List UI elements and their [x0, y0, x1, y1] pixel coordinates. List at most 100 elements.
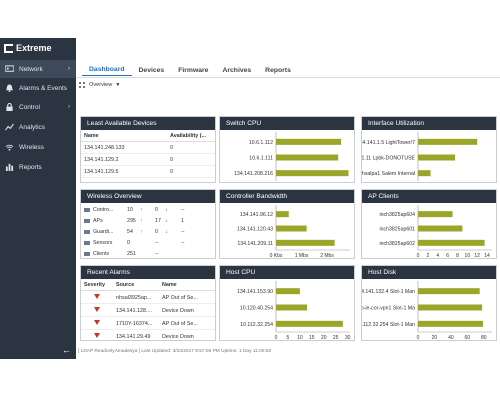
- bar[interactable]: [276, 239, 335, 246]
- bar[interactable]: [418, 170, 431, 177]
- device-type-icon: [84, 252, 90, 256]
- wireless-overview-row[interactable]: Sensors 0 -- --: [81, 238, 211, 249]
- alarm-source: 134.141.128....: [113, 303, 159, 317]
- widget-title: Host Disk: [362, 266, 496, 279]
- chevron-right-icon: ›: [68, 104, 70, 110]
- sidebar-item-label: Control: [19, 103, 40, 111]
- sidebar-item-analytics[interactable]: Analytics: [0, 118, 76, 136]
- widget-host-cpu: Host CPU 134.141.153.90 10.120.40.254 10.1…: [219, 265, 355, 341]
- network-icon: [4, 65, 14, 73]
- recent-alarms-table: Severity Source Name nhsal3925ap... AP Ou…: [81, 279, 215, 340]
- bar[interactable]: [276, 154, 339, 161]
- bar[interactable]: [418, 239, 485, 246]
- tab-firmware[interactable]: Firmware: [178, 66, 209, 74]
- sidebar-item-label: Wireless: [19, 143, 44, 151]
- overview-selector[interactable]: Overview ▼: [79, 80, 120, 90]
- table-row[interactable]: 134.141.248.133 0: [81, 141, 215, 154]
- host-disk-chart: 134.141.132.4 Slot-1 Man bb-ie-cor-vpn1 S…: [362, 281, 492, 341]
- category-label: inch3825ap601: [380, 227, 416, 233]
- widget-title: Interface Utilization: [362, 117, 496, 130]
- wireless-overview-list: Contro... 10 ↑ 0 ↓ -- APs 295 ↑ 17 ↓ 1 Guardi... 54 ↑ 0…: [81, 203, 215, 258]
- sidebar-item-wireless[interactable]: Wireless: [0, 138, 76, 156]
- bell-icon: [4, 84, 14, 92]
- bar[interactable]: [276, 211, 289, 218]
- category-label: nhsalpa1 Salem Internal: [362, 171, 415, 177]
- x-tick-label: 15: [309, 335, 315, 341]
- bar[interactable]: [418, 288, 480, 295]
- x-tick-label: 2 Mbs: [320, 253, 334, 259]
- x-tick-label: 0 Kbs: [270, 253, 283, 259]
- table-row[interactable]: 1710Y-16374... AP Out of Se...: [81, 316, 215, 330]
- table-row[interactable]: 134.141.129.5 0: [81, 165, 215, 178]
- count-b: --: [155, 251, 159, 257]
- widget-ap-clients: AP Clients inch3825ap604 inch3825ap601 inc…: [361, 189, 497, 259]
- widget-recent-alarms: Recent Alarms Severity Source Name nhsal…: [80, 265, 216, 341]
- bar[interactable]: [418, 320, 483, 327]
- bar[interactable]: [418, 154, 455, 161]
- widget-title: Recent Alarms: [81, 266, 215, 279]
- sidebar-item-label: Reports: [19, 163, 42, 171]
- bar[interactable]: [418, 225, 463, 232]
- status-footer: [ LDAP ReadonlyAmadesya ] Last Updated: …: [78, 349, 272, 354]
- wireless-overview-row[interactable]: Contro... 10 ↑ 0 ↓ --: [81, 205, 211, 216]
- bar[interactable]: [418, 211, 453, 218]
- collapse-sidebar-icon[interactable]: ←: [62, 345, 71, 355]
- availability-value: 0: [167, 141, 215, 154]
- alarm-name: AP Out of Se...: [159, 290, 215, 304]
- x-tick-label: 2: [426, 253, 429, 259]
- device-type-icon: [84, 208, 90, 212]
- bar[interactable]: [418, 304, 483, 311]
- availability-value: 0: [167, 165, 215, 178]
- sidebar-item-reports[interactable]: Reports: [0, 158, 76, 176]
- bar[interactable]: [276, 304, 308, 311]
- category-label: 134.141.208.216: [234, 171, 273, 177]
- table-row[interactable]: 134.141.128.... Device Down: [81, 303, 215, 317]
- tab-reports[interactable]: Reports: [265, 66, 291, 74]
- sidebar-item-control[interactable]: Control ›: [0, 98, 76, 116]
- bar[interactable]: [418, 138, 478, 145]
- x-tick-label: 1 Mbs: [295, 253, 309, 259]
- bar[interactable]: [276, 138, 342, 145]
- count-b: --: [155, 240, 159, 246]
- tab-devices[interactable]: Devices: [138, 66, 165, 74]
- tab-archives[interactable]: Archives: [222, 66, 252, 74]
- sidebar-item-label: Alarms & Events: [19, 84, 68, 92]
- up-arrow-icon: ↑: [140, 207, 143, 213]
- device-type-label: Clients: [93, 251, 110, 257]
- count-b: 17: [155, 218, 161, 224]
- device-type-label: Sensors: [93, 240, 113, 246]
- count-c: --: [181, 229, 185, 235]
- chevron-right-icon: ›: [68, 66, 70, 72]
- x-tick-label: 10: [465, 253, 471, 259]
- x-tick-label: 60: [465, 335, 471, 341]
- column-header-source[interactable]: Source: [113, 279, 159, 291]
- sidebar-item-network[interactable]: Network ›: [0, 60, 76, 78]
- table-row[interactable]: 134.141.29.49 Device Down: [81, 329, 215, 340]
- category-label: 134.141.96.12: [240, 212, 273, 218]
- count-a: 295: [127, 218, 136, 224]
- ap-clients-chart: inch3825ap604 inch3825ap601 inch3825ap6020…: [380, 205, 492, 259]
- widget-title: Switch CPU: [220, 117, 354, 130]
- table-row[interactable]: nhsal3925ap... AP Out of Se...: [81, 290, 215, 304]
- down-arrow-icon: ↓: [165, 207, 168, 213]
- bar[interactable]: [276, 320, 343, 327]
- bar[interactable]: [276, 225, 307, 232]
- wireless-overview-row[interactable]: APs 295 ↑ 17 ↓ 1: [81, 216, 211, 227]
- category-label: 10.6.1.111: [249, 156, 273, 162]
- down-arrow-icon: ↓: [165, 218, 168, 224]
- table-row[interactable]: 134.141.129.2 0: [81, 153, 215, 166]
- column-header-severity[interactable]: Severity: [81, 279, 113, 291]
- column-header-availability[interactable]: Availability (...: [167, 130, 215, 142]
- category-label: 134.141.120.43: [237, 227, 273, 233]
- category-label: 10.120.40.254: [240, 306, 273, 312]
- bar[interactable]: [276, 288, 300, 295]
- wireless-overview-row[interactable]: Clients 251 --: [81, 249, 211, 258]
- wireless-overview-row[interactable]: Guardi... 54 ↑ 0 ↓ --: [81, 227, 211, 238]
- sidebar-item-alarms-events[interactable]: Alarms & Events: [0, 79, 76, 97]
- x-tick-label: 8: [456, 253, 459, 259]
- column-header-name[interactable]: Name: [81, 130, 167, 142]
- bar[interactable]: [276, 170, 349, 177]
- tab-dashboard[interactable]: Dashboard: [82, 64, 132, 76]
- column-header-name[interactable]: Name: [159, 279, 215, 291]
- x-tick-label: 25: [333, 335, 339, 341]
